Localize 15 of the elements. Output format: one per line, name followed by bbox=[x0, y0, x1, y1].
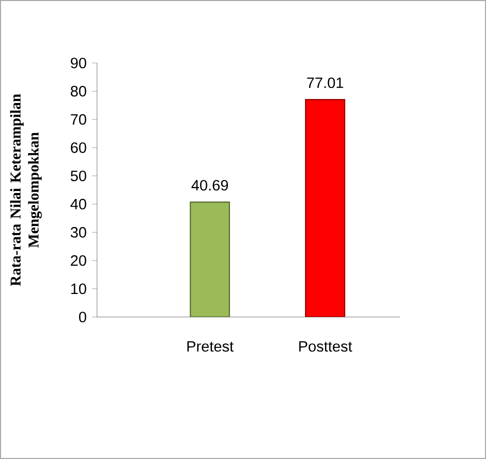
x-tick-label: Pretest bbox=[187, 341, 234, 352]
y-axis-title: Rata-rata Nilai Keterampilan Mengelompokkan bbox=[10, 94, 42, 286]
y-tick-label: 10 bbox=[71, 283, 86, 294]
data-label: 40.69 bbox=[191, 180, 228, 191]
y-tick-label: 90 bbox=[70, 58, 86, 68]
y-tick-label: 30 bbox=[70, 227, 86, 238]
y-tick-label: 80 bbox=[70, 86, 86, 97]
data-label: 77.01 bbox=[307, 77, 344, 88]
y-tick-label: 0 bbox=[79, 312, 86, 322]
y-tick-label: 70 bbox=[70, 114, 86, 125]
y-tick-label: 60 bbox=[70, 142, 86, 153]
y-tick-label: 40 bbox=[70, 198, 86, 210]
y-tick-label: 20 bbox=[70, 255, 86, 266]
y-tick-label: 50 bbox=[70, 170, 86, 182]
x-tick-label: Posttest bbox=[299, 341, 352, 352]
